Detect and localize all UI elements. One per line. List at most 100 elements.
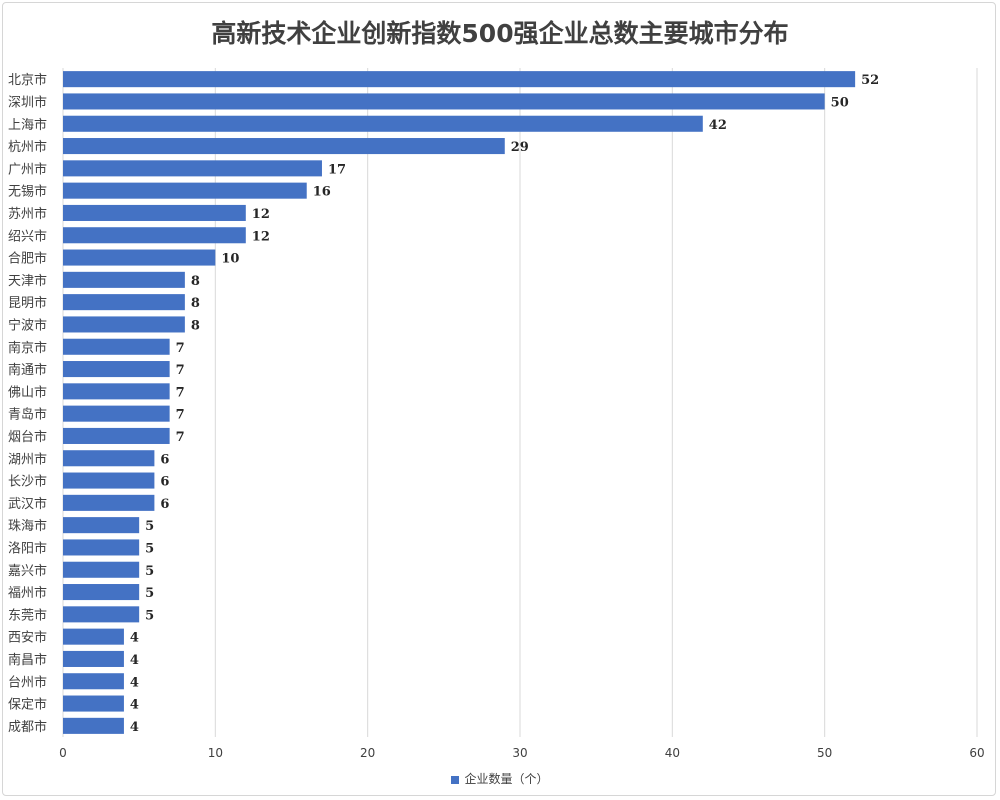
data-label: 8 — [191, 318, 200, 333]
category-label: 昆明市 — [8, 295, 47, 311]
legend-swatch — [451, 775, 460, 784]
data-label: 7 — [176, 341, 185, 356]
bar — [63, 115, 703, 132]
data-label: 6 — [160, 497, 169, 512]
data-label: 17 — [328, 162, 346, 177]
data-label: 29 — [511, 140, 529, 155]
category-label: 烟台市 — [8, 429, 47, 445]
x-tick-label: 40 — [665, 746, 680, 760]
data-label: 4 — [130, 698, 139, 713]
category-label: 嘉兴市 — [8, 563, 47, 579]
category-label: 洛阳市 — [8, 540, 47, 556]
bar — [63, 338, 170, 355]
data-label: 7 — [176, 430, 185, 445]
bar — [63, 561, 140, 578]
category-label: 湖州市 — [8, 451, 47, 467]
category-label: 台州市 — [8, 674, 47, 690]
category-label: 长沙市 — [8, 474, 47, 490]
data-label: 5 — [145, 541, 154, 556]
data-label: 4 — [130, 720, 139, 735]
category-label: 上海市 — [8, 117, 47, 133]
bar — [63, 383, 170, 400]
chart-title: 高新技术企业创新指数500强企业总数主要城市分布 — [211, 19, 789, 48]
data-label: 4 — [130, 675, 139, 690]
category-label: 西安市 — [8, 630, 47, 646]
bar — [63, 472, 155, 489]
legend-label: 企业数量（个） — [464, 772, 549, 786]
bar — [63, 650, 124, 667]
bar — [63, 71, 856, 88]
data-label: 12 — [252, 229, 270, 244]
x-tick-label: 50 — [817, 746, 832, 760]
category-label: 保定市 — [8, 697, 47, 713]
bar — [63, 93, 825, 110]
bar — [63, 628, 124, 645]
x-tick-label: 60 — [969, 746, 984, 760]
bar — [63, 584, 140, 601]
bar — [63, 606, 140, 623]
data-label: 12 — [252, 207, 270, 222]
category-label: 宁波市 — [8, 317, 47, 333]
bar — [63, 717, 124, 734]
bar — [63, 138, 505, 155]
data-label: 7 — [176, 363, 185, 378]
category-label: 青岛市 — [8, 407, 47, 423]
category-label: 北京市 — [8, 72, 47, 88]
data-label: 5 — [145, 564, 154, 579]
bar — [63, 316, 185, 333]
x-tick-label: 20 — [360, 746, 375, 760]
category-label: 珠海市 — [8, 518, 47, 534]
bar — [63, 204, 246, 221]
category-label: 绍兴市 — [8, 228, 47, 244]
category-label: 天津市 — [8, 273, 47, 289]
x-tick-label: 10 — [208, 746, 223, 760]
category-label: 成都市 — [8, 719, 47, 735]
data-label: 8 — [191, 274, 200, 289]
bar — [63, 182, 307, 199]
legend: 企业数量（个） — [0, 770, 1000, 787]
category-label: 无锡市 — [8, 184, 47, 200]
category-label: 福州市 — [8, 585, 47, 601]
category-label: 南通市 — [8, 362, 47, 378]
bar — [63, 673, 124, 690]
data-label: 5 — [145, 586, 154, 601]
x-tick-label: 30 — [512, 746, 527, 760]
category-label: 武汉市 — [8, 496, 47, 512]
bar — [63, 249, 216, 266]
category-label: 苏州市 — [8, 206, 47, 222]
bar — [63, 294, 185, 311]
data-label: 5 — [145, 519, 154, 534]
bar — [63, 271, 185, 288]
data-label: 7 — [176, 385, 185, 400]
data-label: 10 — [221, 252, 239, 267]
bar — [63, 361, 170, 378]
data-label: 16 — [313, 185, 331, 200]
category-label: 南昌市 — [8, 652, 47, 668]
data-label: 6 — [160, 475, 169, 490]
category-label: 合肥市 — [8, 251, 47, 267]
category-label: 广州市 — [8, 161, 47, 177]
bar — [63, 160, 322, 177]
bar — [63, 494, 155, 511]
category-label: 南京市 — [8, 340, 47, 356]
data-label: 50 — [831, 95, 849, 110]
bar — [63, 539, 140, 556]
bar — [63, 517, 140, 534]
data-label: 4 — [130, 631, 139, 646]
data-label: 8 — [191, 296, 200, 311]
category-label: 杭州市 — [8, 139, 47, 155]
x-tick-label: 0 — [59, 746, 67, 760]
data-label: 5 — [145, 608, 154, 623]
category-label: 佛山市 — [8, 384, 47, 400]
data-label: 7 — [176, 408, 185, 423]
data-label: 52 — [861, 73, 879, 88]
category-label: 深圳市 — [8, 94, 47, 110]
data-label: 4 — [130, 653, 139, 668]
bar — [63, 450, 155, 467]
bar — [63, 227, 246, 244]
bar — [63, 695, 124, 712]
category-label: 东莞市 — [8, 607, 47, 623]
data-label: 42 — [709, 118, 727, 133]
bar — [63, 427, 170, 444]
